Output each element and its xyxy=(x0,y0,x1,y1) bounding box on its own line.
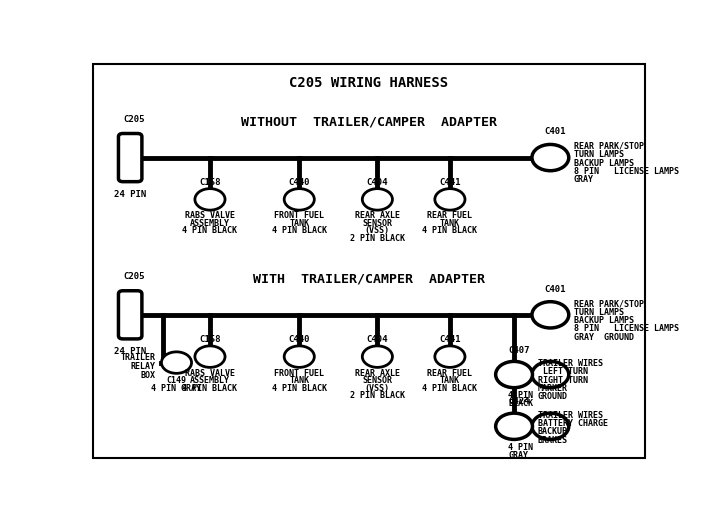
Text: C205: C205 xyxy=(124,272,145,281)
Text: SENSOR: SENSOR xyxy=(362,219,392,228)
Circle shape xyxy=(532,361,569,388)
Text: GRAY  GROUND: GRAY GROUND xyxy=(574,332,634,342)
FancyBboxPatch shape xyxy=(119,291,142,339)
Circle shape xyxy=(532,144,569,171)
Text: FRONT FUEL: FRONT FUEL xyxy=(274,211,324,220)
Circle shape xyxy=(495,413,533,439)
Text: BRAKES: BRAKES xyxy=(538,436,567,445)
Text: TANK: TANK xyxy=(440,219,460,228)
Text: LEFT TURN: LEFT TURN xyxy=(538,367,588,376)
Text: 4 PIN: 4 PIN xyxy=(508,443,534,452)
Text: WITH  TRAILER/CAMPER  ADAPTER: WITH TRAILER/CAMPER ADAPTER xyxy=(253,272,485,285)
Text: (VSS): (VSS) xyxy=(365,384,390,393)
Text: C149: C149 xyxy=(166,376,186,385)
Text: C158: C158 xyxy=(199,335,221,344)
Text: C404: C404 xyxy=(366,178,388,187)
Text: TRAILER: TRAILER xyxy=(120,353,156,362)
Text: C158: C158 xyxy=(199,178,221,187)
Text: 4 PIN BLACK: 4 PIN BLACK xyxy=(182,226,238,235)
Circle shape xyxy=(284,189,315,210)
Text: (VSS): (VSS) xyxy=(365,226,390,235)
Text: RABS VALVE: RABS VALVE xyxy=(185,211,235,220)
Text: 2 PIN BLACK: 2 PIN BLACK xyxy=(350,391,405,400)
FancyBboxPatch shape xyxy=(119,133,142,181)
Text: TANK: TANK xyxy=(440,376,460,385)
Text: GRAY: GRAY xyxy=(574,175,594,185)
Circle shape xyxy=(435,346,465,368)
Text: 2 PIN BLACK: 2 PIN BLACK xyxy=(350,234,405,243)
Text: 24 PIN: 24 PIN xyxy=(114,190,146,199)
Text: BACKUP: BACKUP xyxy=(538,428,567,436)
Text: 4 PIN BLACK: 4 PIN BLACK xyxy=(271,384,327,393)
Circle shape xyxy=(532,413,569,439)
Circle shape xyxy=(195,346,225,368)
Text: 4 PIN BLACK: 4 PIN BLACK xyxy=(423,226,477,235)
Text: TANK: TANK xyxy=(289,219,310,228)
Circle shape xyxy=(435,189,465,210)
Text: 4 PIN: 4 PIN xyxy=(508,391,534,400)
Text: C401: C401 xyxy=(545,285,566,294)
Circle shape xyxy=(362,189,392,210)
Text: BACKUP LAMPS: BACKUP LAMPS xyxy=(574,159,634,168)
Circle shape xyxy=(284,346,315,368)
Text: C441: C441 xyxy=(439,178,461,187)
Text: GROUND: GROUND xyxy=(538,392,567,401)
Circle shape xyxy=(495,361,533,388)
Circle shape xyxy=(161,352,192,373)
Text: C407: C407 xyxy=(508,346,530,355)
Text: RABS VALVE: RABS VALVE xyxy=(185,369,235,377)
Text: C440: C440 xyxy=(289,335,310,344)
Text: 4 PIN GRAY: 4 PIN GRAY xyxy=(151,384,202,393)
Circle shape xyxy=(195,189,225,210)
Text: ASSEMBLY: ASSEMBLY xyxy=(190,219,230,228)
Text: GRAY: GRAY xyxy=(508,451,528,460)
Text: C404: C404 xyxy=(366,335,388,344)
Text: C440: C440 xyxy=(289,178,310,187)
Text: BACKUP LAMPS: BACKUP LAMPS xyxy=(574,316,634,325)
Text: C205 WIRING HARNESS: C205 WIRING HARNESS xyxy=(289,76,449,90)
Text: BOX: BOX xyxy=(140,371,156,380)
Text: 24 PIN: 24 PIN xyxy=(114,347,146,356)
Text: BLACK: BLACK xyxy=(508,399,534,408)
Text: C401: C401 xyxy=(545,128,566,136)
Text: REAR FUEL: REAR FUEL xyxy=(428,211,472,220)
Text: WITHOUT  TRAILER/CAMPER  ADAPTER: WITHOUT TRAILER/CAMPER ADAPTER xyxy=(241,115,497,128)
Text: 8 PIN   LICENSE LAMPS: 8 PIN LICENSE LAMPS xyxy=(574,167,679,176)
Text: RELAY: RELAY xyxy=(130,362,156,371)
Text: ASSEMBLY: ASSEMBLY xyxy=(190,376,230,385)
Text: TURN LAMPS: TURN LAMPS xyxy=(574,308,624,316)
Text: 4 PIN BLACK: 4 PIN BLACK xyxy=(182,384,238,393)
Text: REAR PARK/STOP: REAR PARK/STOP xyxy=(574,299,644,308)
Text: 4 PIN BLACK: 4 PIN BLACK xyxy=(423,384,477,393)
Text: REAR AXLE: REAR AXLE xyxy=(355,211,400,220)
Text: TANK: TANK xyxy=(289,376,310,385)
Text: C205: C205 xyxy=(124,115,145,124)
Text: REAR FUEL: REAR FUEL xyxy=(428,369,472,377)
Text: TURN LAMPS: TURN LAMPS xyxy=(574,150,624,159)
Text: C441: C441 xyxy=(439,335,461,344)
Text: 4 PIN BLACK: 4 PIN BLACK xyxy=(271,226,327,235)
Text: MARKER: MARKER xyxy=(538,384,567,393)
Text: REAR PARK/STOP: REAR PARK/STOP xyxy=(574,142,644,151)
Text: BATTERY CHARGE: BATTERY CHARGE xyxy=(538,419,608,428)
Circle shape xyxy=(362,346,392,368)
Text: TRAILER WIRES: TRAILER WIRES xyxy=(538,410,603,420)
Text: RIGHT TURN: RIGHT TURN xyxy=(538,376,588,385)
Text: FRONT FUEL: FRONT FUEL xyxy=(274,369,324,377)
Text: C424: C424 xyxy=(508,398,530,406)
Text: REAR AXLE: REAR AXLE xyxy=(355,369,400,377)
Text: 8 PIN   LICENSE LAMPS: 8 PIN LICENSE LAMPS xyxy=(574,324,679,333)
Circle shape xyxy=(532,302,569,328)
Text: SENSOR: SENSOR xyxy=(362,376,392,385)
Text: TRAILER WIRES: TRAILER WIRES xyxy=(538,359,603,368)
